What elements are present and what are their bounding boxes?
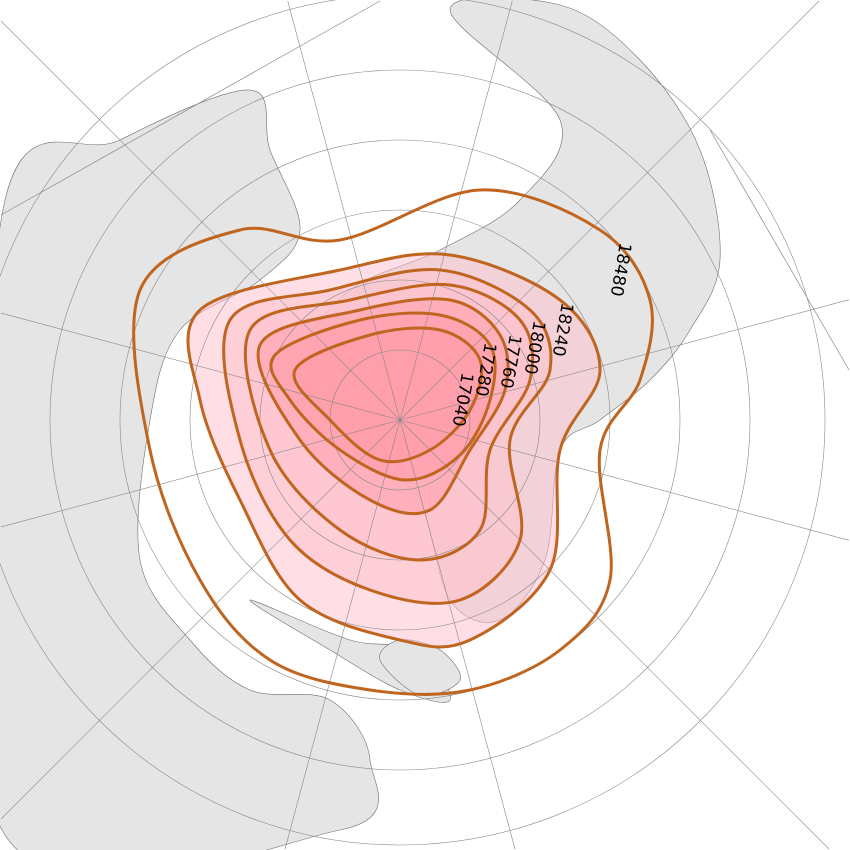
land-polygon — [0, 89, 379, 850]
frame-line — [0, 0, 850, 371]
contour-line — [186, 252, 602, 649]
shaded-region — [293, 327, 482, 462]
latitude-circle — [0, 0, 826, 846]
latitude-circle — [189, 209, 611, 631]
meridian-line — [287, 0, 401, 421]
meridian-line — [399, 0, 820, 421]
meridian-line — [399, 419, 516, 850]
latitude-circle — [119, 139, 681, 701]
latitude-circle — [259, 279, 541, 561]
meridian-line — [0, 419, 401, 528]
meridian-line — [399, 0, 513, 421]
contour-lines — [132, 188, 654, 696]
latitude-circle — [49, 69, 751, 771]
meridian-line — [284, 419, 401, 850]
contour-line — [243, 282, 535, 562]
contour-line — [222, 268, 553, 605]
contour-line — [269, 311, 497, 482]
contour-line — [292, 326, 484, 464]
meridian-line — [0, 312, 401, 421]
meridian-line — [399, 419, 830, 850]
meridian-line — [0, 20, 401, 421]
meridian-line — [0, 419, 401, 820]
contour-line — [132, 188, 654, 696]
contour-line — [256, 297, 510, 516]
